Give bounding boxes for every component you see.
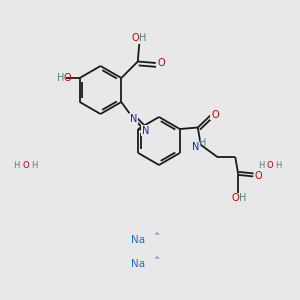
Text: H: H	[139, 33, 146, 43]
Text: O: O	[157, 58, 165, 68]
Text: Na: Na	[131, 235, 145, 245]
Text: ^: ^	[153, 256, 160, 265]
Text: H: H	[258, 160, 264, 169]
Text: N: N	[142, 125, 149, 136]
Text: H: H	[200, 138, 207, 148]
Text: N: N	[192, 142, 199, 152]
Text: H: H	[239, 193, 246, 203]
Text: Na: Na	[131, 259, 145, 269]
Text: O: O	[22, 160, 29, 169]
Text: H: H	[275, 160, 282, 169]
Text: N: N	[130, 113, 137, 124]
Text: H: H	[31, 160, 37, 169]
Text: O: O	[254, 171, 262, 182]
Text: O: O	[267, 160, 273, 169]
Text: O: O	[211, 110, 219, 120]
Text: H: H	[13, 160, 20, 169]
Text: H: H	[56, 73, 64, 83]
Text: O: O	[63, 73, 71, 83]
Text: O: O	[132, 33, 140, 43]
Text: ^: ^	[153, 232, 160, 241]
Text: O: O	[232, 193, 239, 203]
